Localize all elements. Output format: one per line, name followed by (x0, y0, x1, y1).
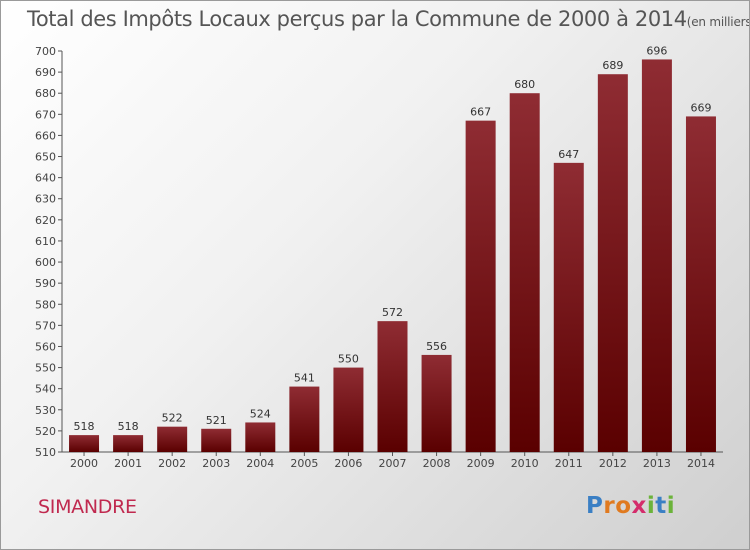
bar-2008 (421, 354, 452, 452)
bar-2013 (641, 59, 672, 452)
y-tick-label: 680 (35, 87, 56, 100)
y-tick-label: 600 (35, 256, 56, 269)
data-label-2006: 550 (338, 353, 359, 366)
x-tick-label: 2008 (423, 457, 451, 470)
title-row: Total des Impôts Locaux perçus par la Co… (27, 7, 750, 31)
data-label-2008: 556 (426, 340, 447, 353)
data-label-2002: 522 (162, 412, 183, 425)
bar-2003 (201, 428, 232, 452)
y-tick-label: 560 (35, 340, 56, 353)
data-label-2013: 696 (646, 44, 667, 57)
y-tick-label: 530 (35, 404, 56, 417)
x-tick-label: 2006 (334, 457, 362, 470)
y-tick-label: 510 (35, 446, 56, 459)
x-tick-label: 2013 (643, 457, 671, 470)
bar-2010 (509, 93, 540, 453)
logo-letter: i (646, 493, 656, 519)
logo-letter: t (655, 493, 667, 519)
y-tick-label: 650 (35, 151, 56, 164)
data-label-2010: 680 (514, 78, 535, 91)
y-tick-label: 520 (35, 425, 56, 438)
logo-letter: P (586, 493, 604, 519)
y-tick-label: 590 (35, 277, 56, 290)
data-label-2007: 572 (382, 306, 403, 319)
commune-name: SIMANDRE (38, 496, 137, 518)
bar-2006 (333, 367, 364, 452)
y-tick-label: 670 (35, 108, 56, 121)
chart-title: Total des Impôts Locaux perçus par la Co… (27, 7, 687, 31)
bar-2007 (377, 321, 408, 452)
y-tick-label: 620 (35, 214, 56, 227)
x-tick-label: 2003 (202, 457, 230, 470)
bars (69, 59, 716, 453)
logo-letter: i (666, 493, 676, 519)
data-labels: 518 518 522 521 524 541 550 572 556 667 680 647 689 6… (74, 44, 712, 433)
data-label-2012: 689 (602, 59, 623, 72)
data-label-2001: 518 (118, 420, 139, 433)
x-tick-label: 2010 (511, 457, 539, 470)
x-axis: 2000 2001 2002 2003 2004 2005 2006 2007 2008 2009… (62, 451, 723, 470)
data-label-2005: 541 (294, 372, 315, 385)
data-label-2000: 518 (74, 420, 95, 433)
unit-note: (en milliers d'€) (686, 15, 750, 29)
x-tick-label: 2011 (555, 457, 583, 470)
proxiti-logo: Proxiti (586, 493, 675, 519)
logo-letter: o (615, 493, 632, 519)
bar-2002 (157, 426, 188, 452)
y-tick-label: 550 (35, 362, 56, 375)
y-tick-label: 570 (35, 319, 56, 332)
y-tick-label: 540 (35, 383, 56, 396)
data-label-2003: 521 (206, 414, 227, 427)
x-tick-label: 2005 (290, 457, 318, 470)
x-tick-label: 2001 (114, 457, 142, 470)
y-tick-label: 640 (35, 172, 56, 185)
x-tick-label: 2004 (246, 457, 274, 470)
data-label-2009: 667 (470, 106, 491, 119)
y-tick-label: 700 (35, 45, 56, 58)
data-label-2004: 524 (250, 407, 271, 420)
y-tick-label: 690 (35, 66, 56, 79)
data-label-2011: 647 (558, 148, 579, 161)
bar-2001 (113, 435, 144, 452)
x-tick-label: 2014 (687, 457, 715, 470)
y-tick-label: 580 (35, 298, 56, 311)
bar-2009 (465, 120, 496, 452)
x-tick-label: 2012 (599, 457, 627, 470)
logo-letter: x (631, 493, 647, 519)
y-tick-label: 610 (35, 235, 56, 248)
bar-2000 (69, 435, 100, 452)
y-axis: 510 520 530 540 550 560 570 580 590 600 610 620 630 6… (35, 45, 63, 459)
x-tick-label: 2009 (467, 457, 495, 470)
bar-2014 (685, 116, 716, 452)
bar-2005 (289, 386, 320, 452)
y-tick-label: 630 (35, 193, 56, 206)
x-tick-label: 2000 (70, 457, 98, 470)
x-tick-label: 2002 (158, 457, 186, 470)
bar-2011 (553, 162, 584, 452)
logo-letter: r (603, 493, 616, 519)
x-tick-label: 2007 (379, 457, 407, 470)
bar-2012 (597, 74, 628, 452)
y-tick-label: 660 (35, 129, 56, 142)
data-label-2014: 669 (690, 101, 711, 114)
bar-2004 (245, 422, 276, 452)
